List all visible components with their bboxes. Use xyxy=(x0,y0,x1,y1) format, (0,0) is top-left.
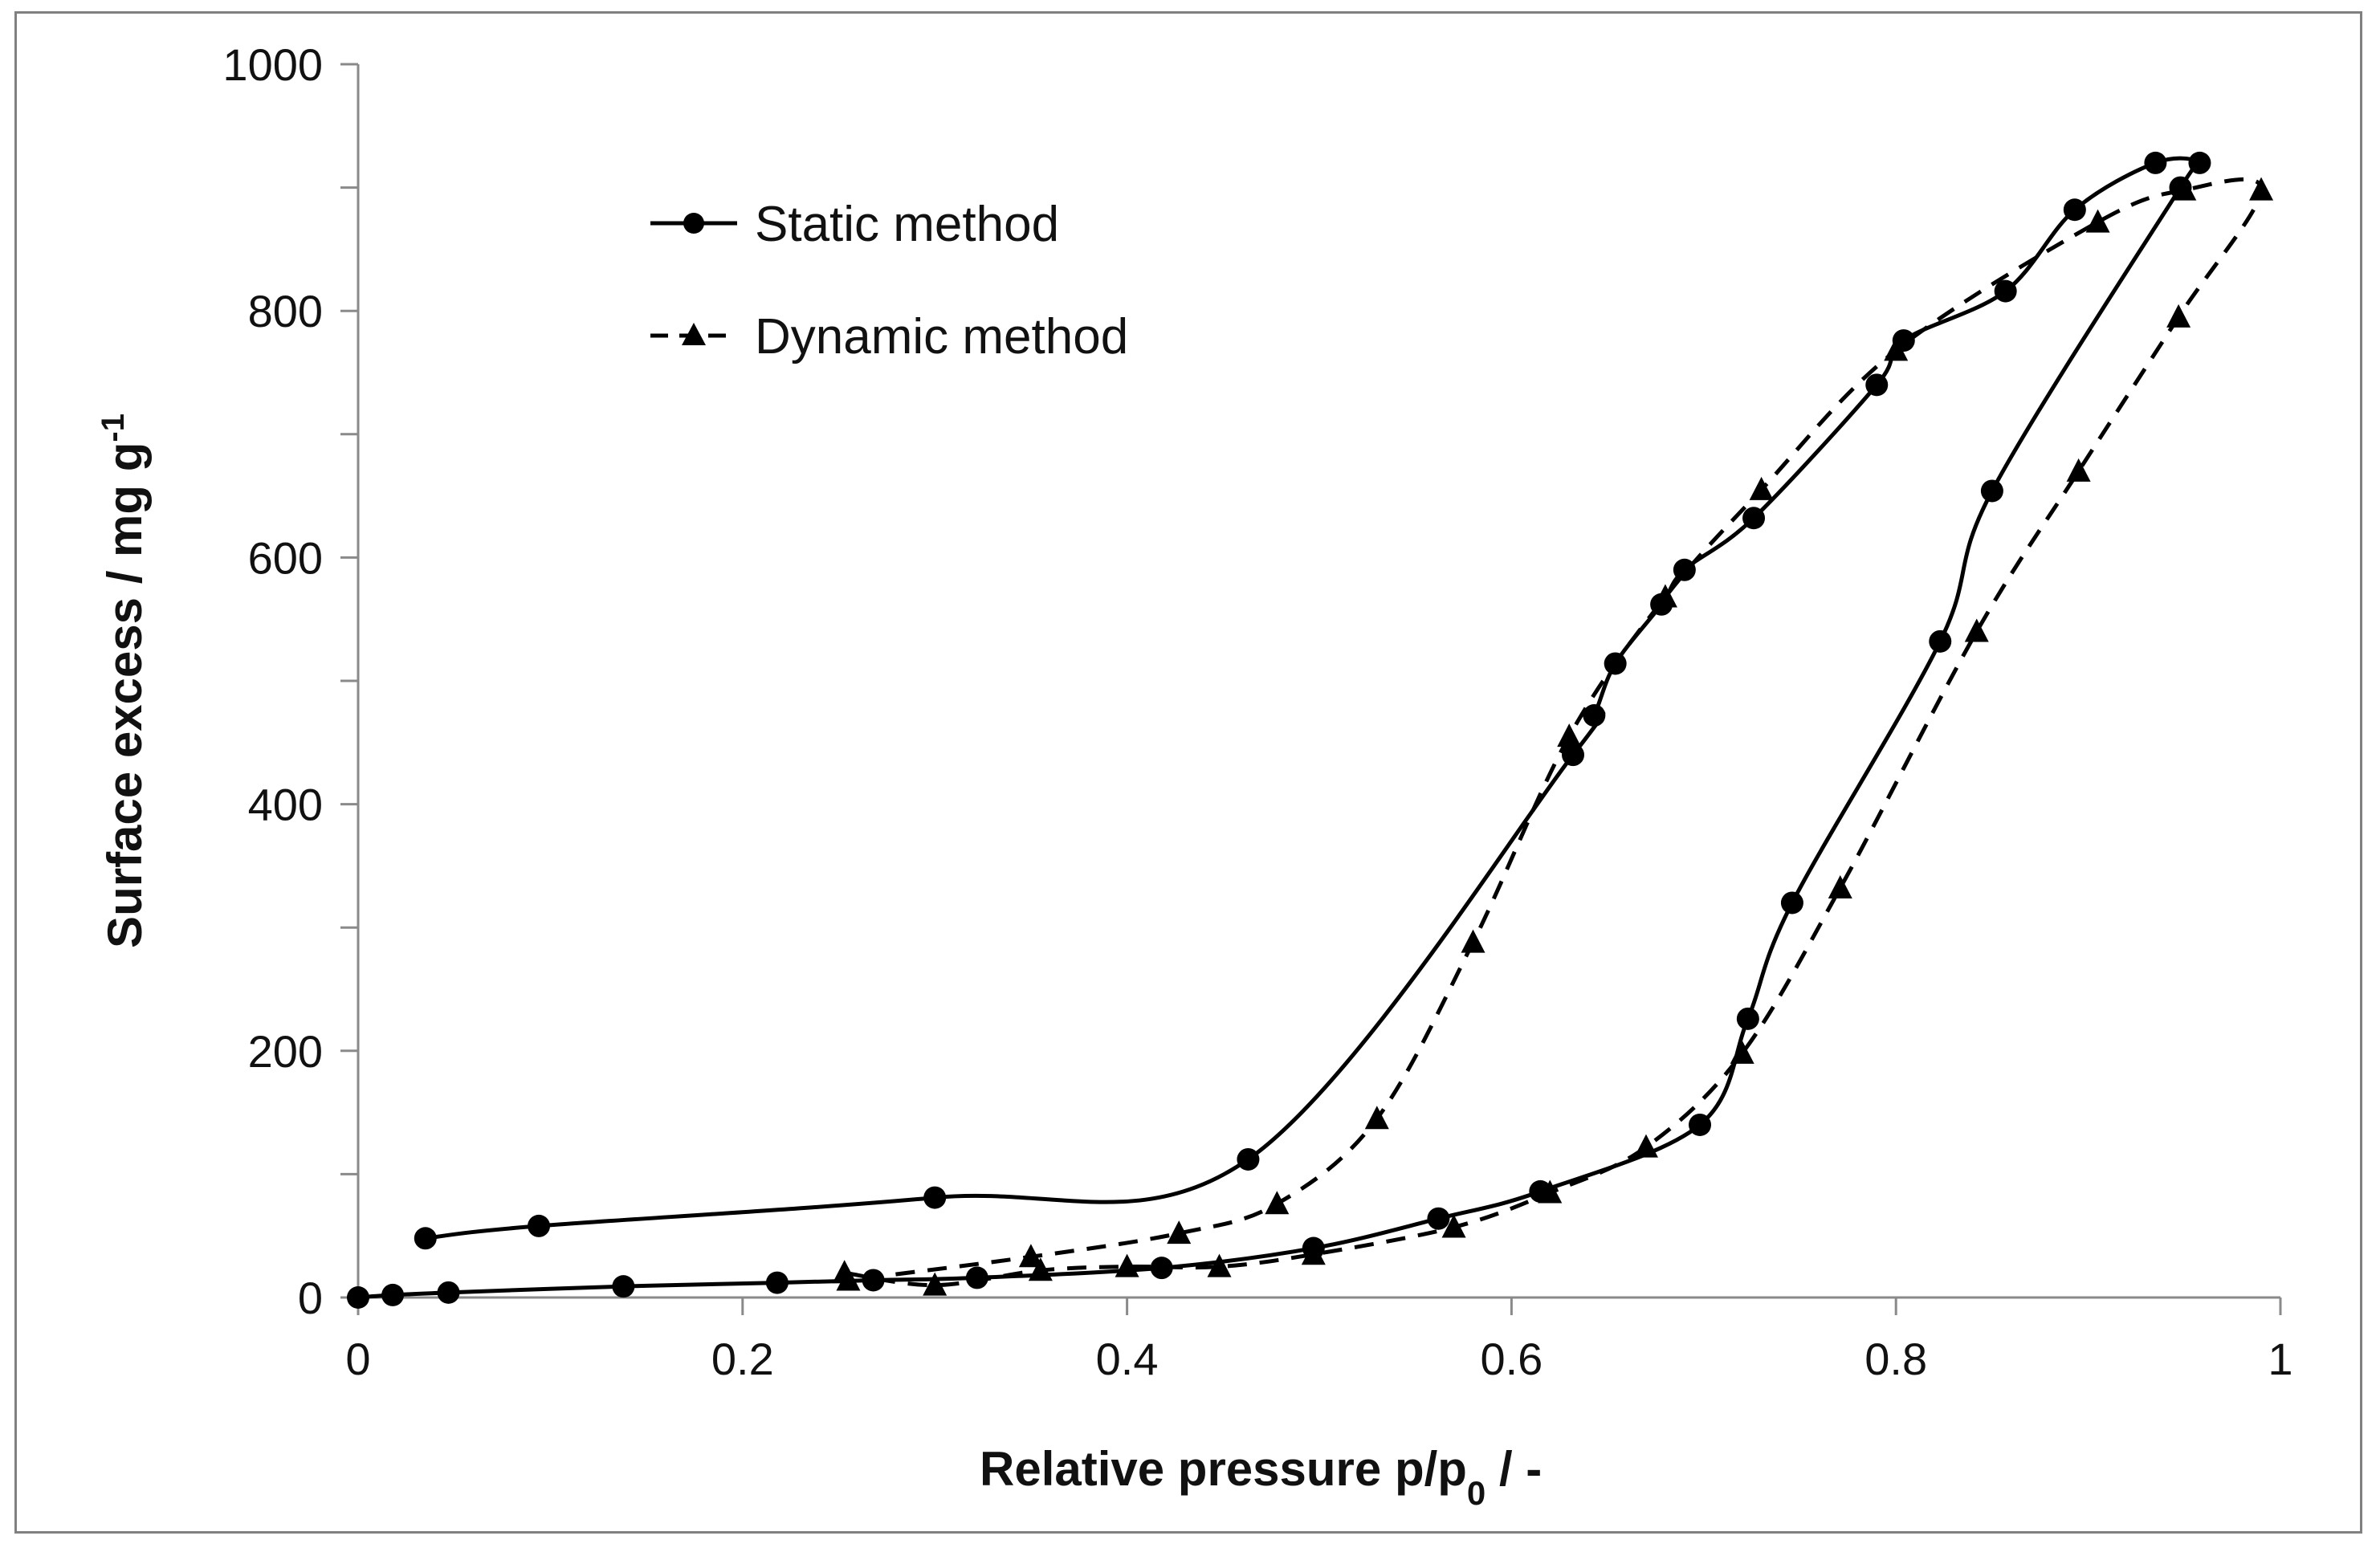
series-dynamic-adsorption-point xyxy=(1828,875,1852,899)
series-static-desorption-point xyxy=(2063,198,2086,222)
series-dynamic-desorption-point xyxy=(2085,209,2110,233)
series-static-desorption-point xyxy=(1865,373,1889,397)
series-dynamic xyxy=(832,177,2274,1296)
legend-item-static: Static method xyxy=(650,197,1059,252)
x-axis-title: Relative pressure p/p0 / - xyxy=(980,1442,1542,1512)
y-tick-label: 600 xyxy=(248,532,323,583)
x-tick-label: 1 xyxy=(2268,1334,2292,1384)
series-static-line xyxy=(357,154,2207,1300)
series-dynamic-desorption-point xyxy=(1749,476,1774,500)
series-static-adsorption-point xyxy=(381,1283,405,1306)
x-tick-label: 0 xyxy=(345,1334,370,1384)
legend: Static method Dynamic method xyxy=(650,197,1128,365)
series-dynamic-adsorption-point xyxy=(1207,1253,1232,1277)
x-tick-label: 0.4 xyxy=(1096,1334,1159,1384)
series-static-adsorption-point xyxy=(1780,891,1803,915)
y-axis-title-superscript: -1 xyxy=(96,413,131,442)
series-dynamic-adsorption-point xyxy=(2166,303,2191,328)
x-axis-title-suffix: / - xyxy=(1485,1442,1542,1496)
y-tick-label: 400 xyxy=(248,780,323,830)
series-dynamic-desorption-point xyxy=(1557,723,1582,748)
series-dynamic-adsorption-point xyxy=(1441,1214,1466,1238)
y-tick-label: 1000 xyxy=(222,39,323,90)
series-static-desorption-point xyxy=(1994,279,2017,303)
y-axis-title: Surface excess / mg g-1 xyxy=(96,413,152,948)
tick-labels: 0 200 400 600 800 1000 0 0.2 0.4 0.6 0.8 1 xyxy=(222,39,2292,1384)
x-tick-label: 0.6 xyxy=(1480,1334,1543,1384)
series-static xyxy=(347,151,2211,1309)
y-tick-label: 800 xyxy=(248,286,323,336)
series-layer xyxy=(347,151,2274,1309)
series-static-adsorption-point xyxy=(612,1275,635,1298)
series-static-desorption-point xyxy=(2144,151,2167,174)
y-tick-label: 0 xyxy=(298,1273,323,1323)
ticks xyxy=(340,63,2282,1315)
series-dynamic-desorption-point xyxy=(1265,1191,1290,1215)
series-static-adsorption-point xyxy=(965,1266,988,1289)
series-dynamic-adsorption-point xyxy=(1730,1040,1754,1064)
series-dynamic-adsorption-point xyxy=(1538,1179,1563,1204)
axes xyxy=(357,64,2280,1299)
series-dynamic-adsorption-point xyxy=(1115,1253,1139,1277)
series-static-adsorption-point xyxy=(1736,1007,1759,1030)
legend-dynamic-marker xyxy=(682,323,706,345)
series-dynamic-adsorption-point xyxy=(2249,177,2274,201)
y-axis-title-main: Surface excess / mg g xyxy=(98,442,152,948)
series-static-adsorption-point xyxy=(1689,1113,1712,1136)
series-static-adsorption-point xyxy=(1150,1257,1173,1280)
x-tick-label: 0.8 xyxy=(1864,1334,1927,1384)
series-dynamic-desorption-point xyxy=(1167,1220,1192,1245)
series-dynamic-desorption-point xyxy=(2172,177,2197,201)
y-tick-label: 200 xyxy=(248,1026,323,1077)
series-static-adsorption-point xyxy=(1980,479,2003,503)
legend-static-label: Static method xyxy=(755,197,1059,252)
series-dynamic-desorption-point xyxy=(1461,929,1485,953)
series-static-desorption-point xyxy=(923,1186,947,1209)
chart-frame xyxy=(14,11,2362,1534)
x-axis-title-subscript: 0 xyxy=(1467,1474,1485,1512)
series-dynamic-desorption-point xyxy=(836,1267,861,1291)
series-dynamic-adsorption-point xyxy=(1028,1257,1053,1281)
series-static-adsorption-point xyxy=(765,1271,789,1294)
series-dynamic-desorption-point xyxy=(1364,1106,1389,1130)
series-dynamic-line xyxy=(844,177,2264,1288)
series-static-desorption-point xyxy=(1237,1147,1260,1171)
series-dynamic-adsorption-point xyxy=(1633,1134,1658,1158)
series-static-desorption-point xyxy=(1742,507,1766,530)
series-static-desorption-point xyxy=(414,1227,437,1250)
series-dynamic-desorption-point xyxy=(1884,337,1909,361)
series-static-adsorption-point xyxy=(1929,629,1952,653)
series-dynamic-adsorption-point xyxy=(923,1272,948,1296)
series-dynamic-adsorption-point xyxy=(1964,618,1989,642)
series-dynamic-desorption-point xyxy=(1018,1244,1043,1268)
series-dynamic-adsorption-point xyxy=(2066,458,2091,482)
series-dynamic-desorption-point xyxy=(1653,584,1677,608)
legend-item-dynamic: Dynamic method xyxy=(650,309,1128,365)
series-static-adsorption-point xyxy=(437,1281,460,1304)
x-axis-title-main: Relative pressure p/p xyxy=(980,1442,1467,1496)
legend-dynamic-label: Dynamic method xyxy=(755,309,1128,365)
series-static-desorption-point xyxy=(1562,743,1585,767)
series-static-desorption-point xyxy=(1583,704,1606,727)
series-static-adsorption-point xyxy=(347,1286,369,1309)
legend-static-marker xyxy=(683,213,704,234)
series-static-desorption-point xyxy=(528,1214,551,1237)
series-static-adsorption-point xyxy=(1427,1207,1450,1230)
x-tick-label: 0.2 xyxy=(711,1334,774,1384)
series-static-desorption-point xyxy=(2188,151,2211,174)
series-dynamic-adsorption-point xyxy=(1301,1241,1326,1265)
